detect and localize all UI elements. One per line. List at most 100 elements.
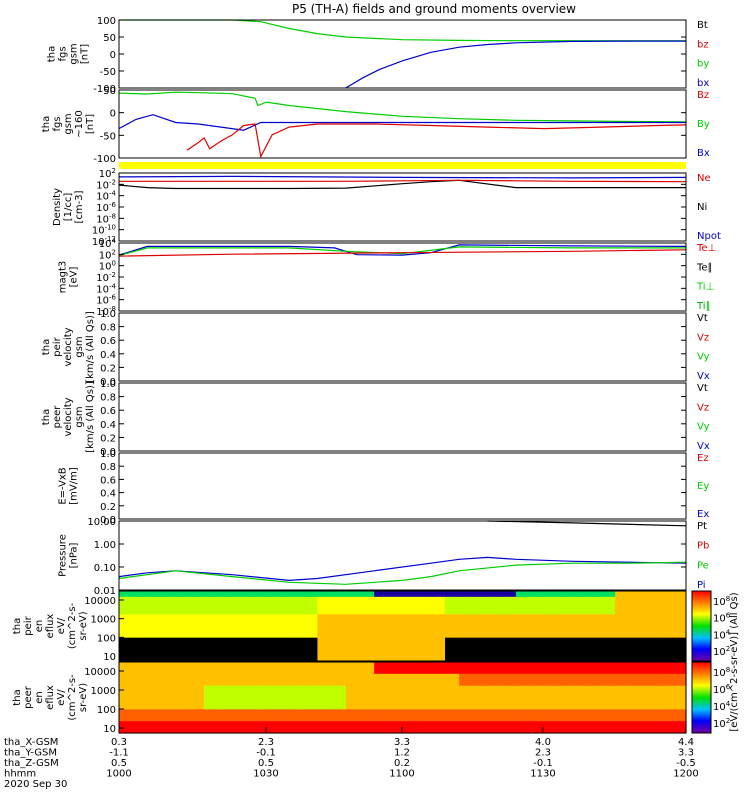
spectrogram-cell (445, 679, 460, 687)
y-tick-label: 50 (103, 86, 116, 97)
spectrogram-cell (175, 643, 191, 650)
legend-entry: Ni (697, 202, 707, 213)
spectrogram-cell (558, 727, 574, 734)
spectrogram-cell (317, 697, 333, 705)
spectrogram-cell (402, 637, 418, 645)
spectrogram-cell (331, 691, 347, 699)
spectrogram-cell (629, 662, 645, 669)
spectrogram-cell (374, 685, 389, 693)
spectrogram-cell (161, 721, 177, 728)
spectrogram-cell (189, 679, 205, 687)
spectrogram-cell (515, 596, 531, 604)
spectrogram-cell (671, 608, 687, 615)
spectrogram-cell (345, 596, 361, 604)
spectrogram-cell (501, 691, 517, 699)
spectrogram-cell (374, 667, 389, 675)
series-line-Bx (118, 114, 686, 131)
legend-entry: Vy (697, 352, 710, 363)
spectrogram-cell (133, 591, 148, 598)
spectrogram-cell (459, 596, 474, 604)
spectrogram-cell (303, 662, 319, 669)
spectrogram-y-label-line: en (34, 691, 45, 704)
spectrogram-cell (388, 631, 404, 639)
spectrogram-cell (445, 673, 460, 681)
y-axis-label: tha peir velocity gsm [km/s (All Qs)] (41, 311, 96, 383)
y-tick-label: 102 (99, 248, 116, 261)
spectrogram-cell (530, 662, 545, 669)
y-axis-label-line: peer (52, 405, 63, 429)
spectrogram-cell (204, 591, 219, 598)
spectrogram-cell (657, 667, 673, 675)
spectrogram-cell (246, 626, 262, 633)
y-axis-label-line: fgs (52, 116, 63, 131)
spectrogram-cell (558, 608, 574, 615)
spectrogram-cell (345, 626, 361, 633)
spectrogram-cell (175, 655, 191, 662)
spectrogram-y-label: tha peir en eflux eV/(cm^2-s-sr-eV) (12, 602, 89, 649)
spectrogram-cell (345, 662, 361, 669)
spectrogram-cell (374, 655, 389, 662)
spectrogram-cell (331, 673, 347, 681)
spectrogram-cell (147, 637, 163, 645)
spectrogram-cell (629, 626, 645, 633)
y-tick-label: -100 (93, 154, 116, 165)
spectrogram-cell (473, 637, 489, 645)
spectrogram-cell (558, 620, 574, 627)
spectrogram-cell (530, 614, 545, 621)
spectrogram-cell (133, 673, 148, 681)
spectrogram-cell (232, 643, 248, 650)
spectrogram-cell (232, 709, 248, 716)
spectrogram-cell (600, 685, 616, 693)
spectrogram-cell (303, 685, 319, 693)
spectrogram-cell (402, 649, 418, 656)
spectrogram-cell (416, 591, 432, 598)
spectrogram-cell (246, 667, 262, 675)
spectrogram-cell (189, 626, 205, 633)
x-axis-value: 0.3 (111, 737, 127, 748)
spectrogram-cell (572, 602, 588, 610)
legend-entry: Vz (697, 402, 709, 413)
y-axis-label-line: [cm-3] (74, 190, 85, 223)
spectrogram-cell (515, 691, 531, 699)
spectrogram-cell (147, 591, 163, 598)
spectrogram-cell (600, 709, 616, 716)
spectrogram-cell (430, 614, 446, 621)
spectrogram-cell (430, 662, 446, 669)
spectrogram-cell (473, 662, 489, 669)
spectrogram-cell (586, 727, 602, 734)
x-axis-value: 1030 (253, 769, 278, 780)
spectrogram-cell (303, 667, 319, 675)
spectrogram-cell (572, 631, 588, 639)
spectrogram-cell (459, 709, 474, 716)
spectrogram-cell (331, 655, 347, 662)
spectrogram-cell (572, 721, 588, 728)
spectrogram-cell (274, 709, 290, 716)
legend-entry: Vt (697, 313, 708, 324)
colorbar (691, 590, 712, 662)
spectrogram-cell (572, 691, 588, 699)
y-tick-label: 10-2 (96, 178, 116, 191)
spectrogram-cell (416, 673, 432, 681)
spectrogram-cell (147, 715, 163, 722)
spectrogram-cell (246, 614, 262, 621)
spectrogram-cell (317, 679, 333, 687)
spectrogram-cell (473, 655, 489, 662)
spectrogram-cell (671, 721, 687, 728)
spectrogram-cell (530, 703, 545, 710)
spectrogram-cell (629, 655, 645, 662)
y-tick-label: 0.8 (100, 323, 116, 334)
spectrogram-cell (671, 596, 687, 604)
spectrogram-cell (246, 591, 262, 598)
spectrogram-cell (572, 703, 588, 710)
spectrogram-cell (657, 662, 673, 669)
spectrogram-cell (374, 608, 389, 615)
legend-entry: Npot (697, 231, 721, 242)
spectrogram-cell (359, 715, 375, 722)
spectrogram-cell (459, 679, 474, 687)
spectrogram-cell (246, 679, 262, 687)
spectrogram-cell (374, 626, 389, 633)
spectrogram-cell (204, 662, 219, 669)
spectrogram-cell (204, 715, 219, 722)
spectrogram-cell (586, 631, 602, 639)
spectrogram-cell (657, 626, 673, 633)
